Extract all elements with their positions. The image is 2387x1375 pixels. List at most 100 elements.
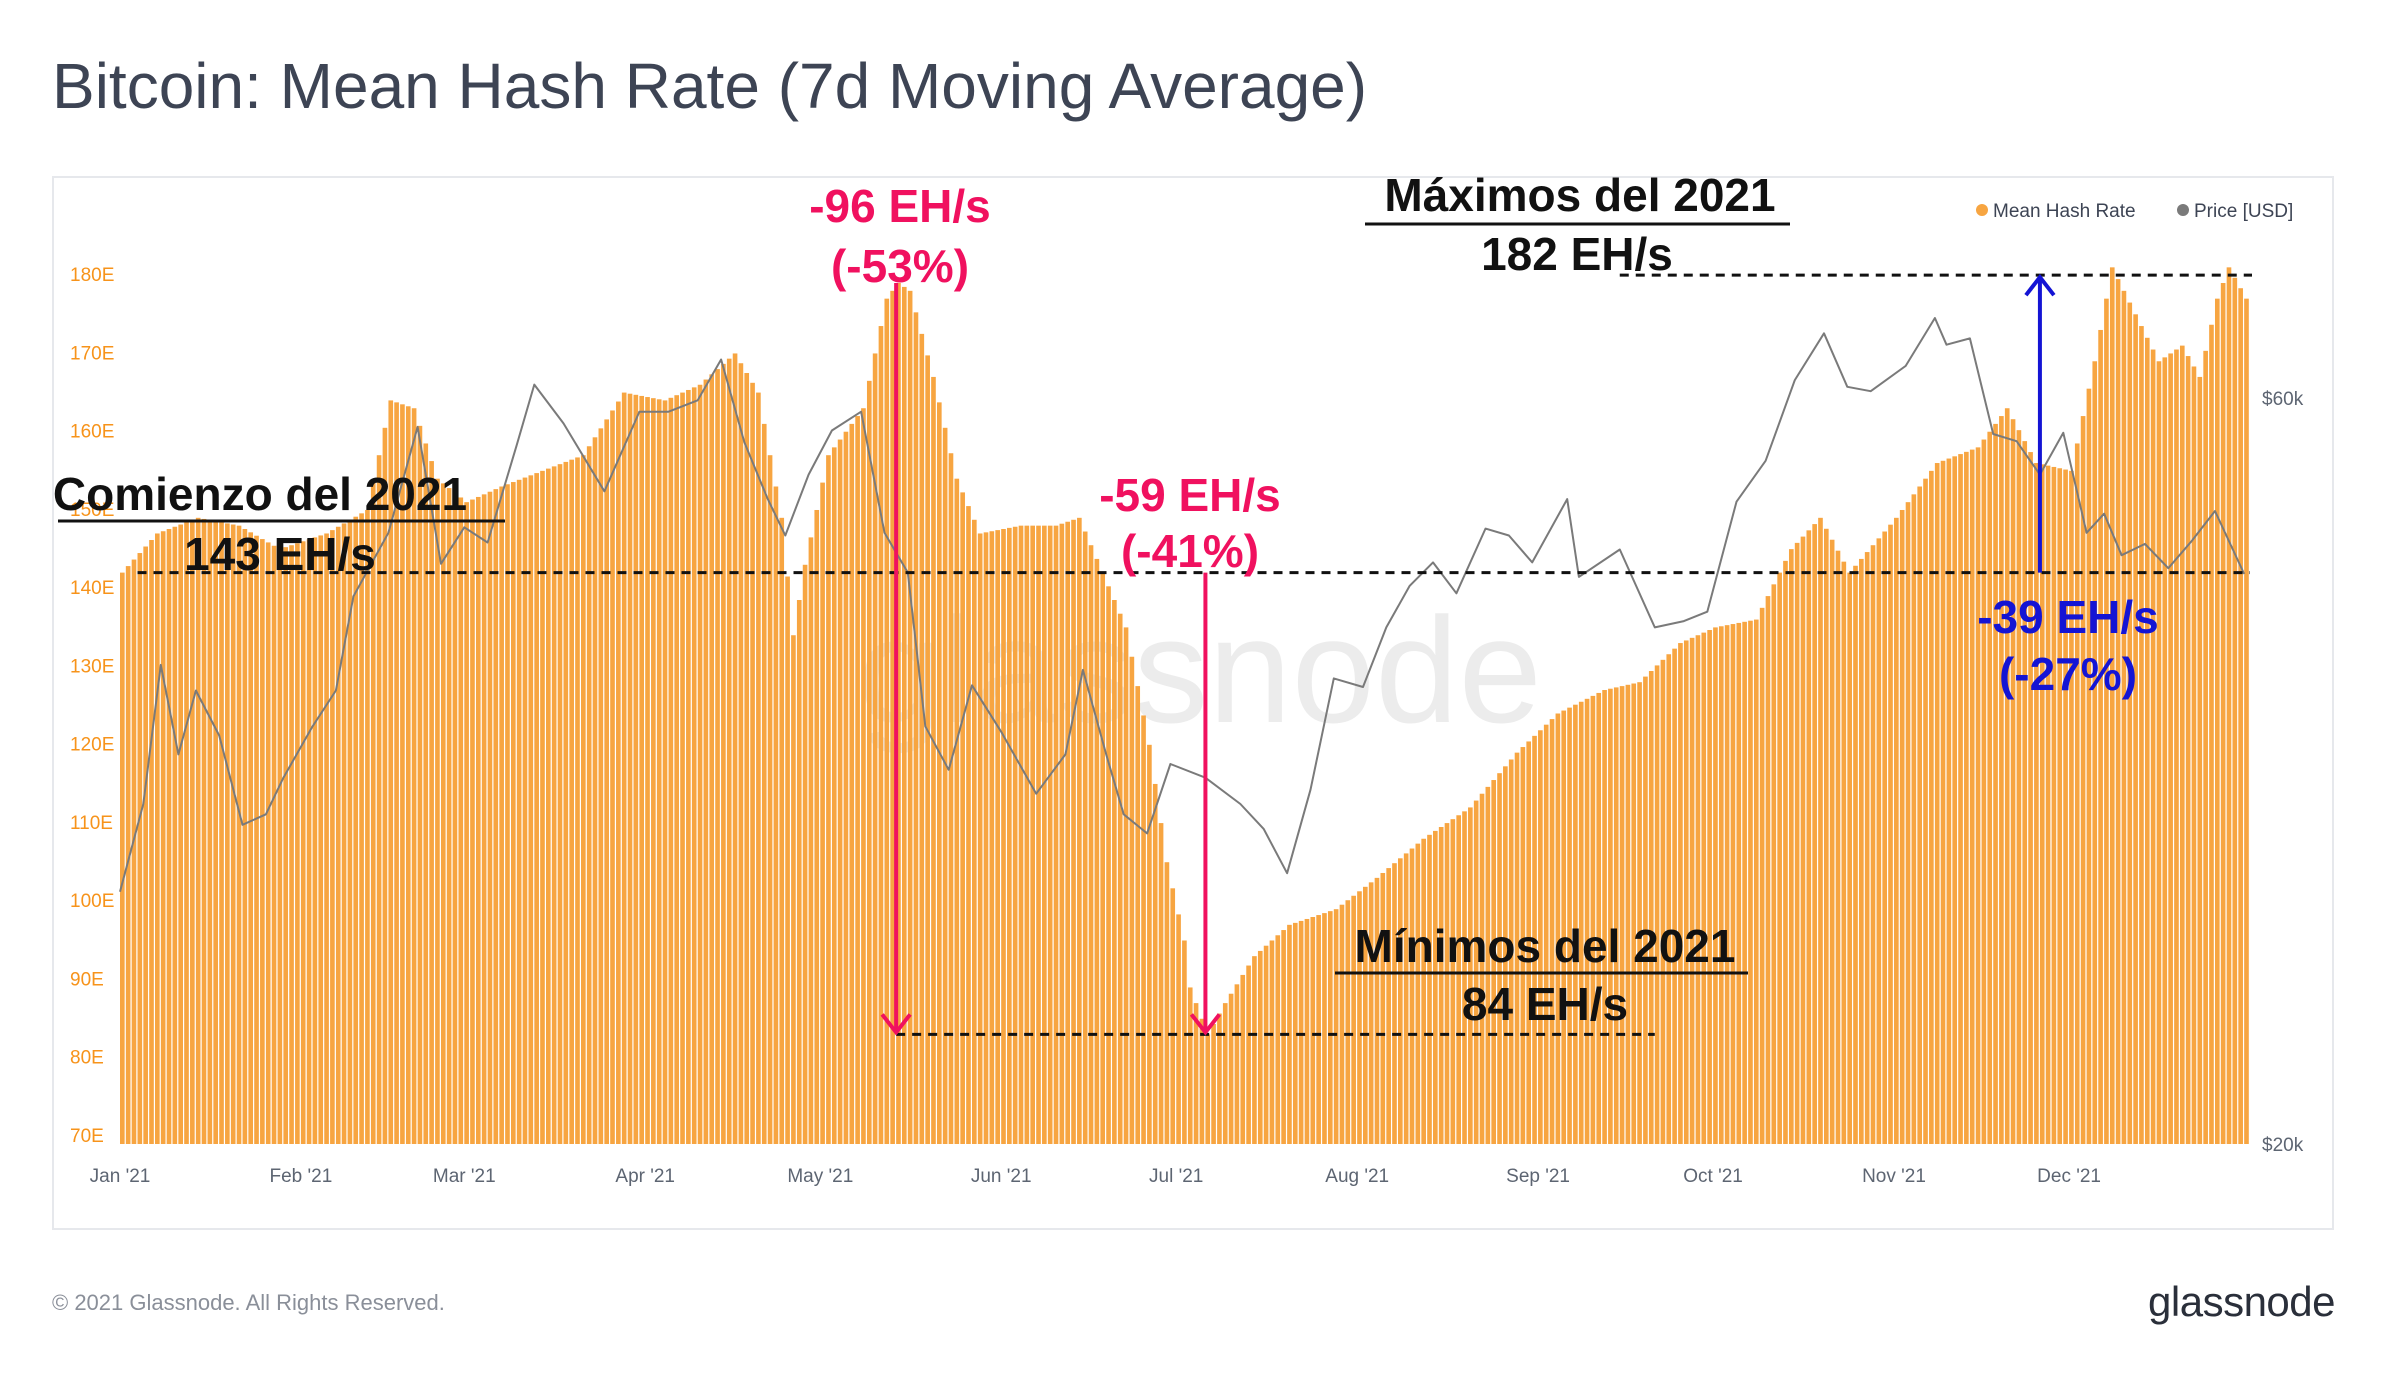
y-tick-label: 100E — [70, 891, 114, 912]
legend-swatch-hash-rate — [1976, 204, 1988, 216]
min-annotation-title: Mínimos del 2021 — [1355, 920, 1736, 972]
hash-rate-bar — [265, 542, 271, 1144]
hash-rate-bar — [417, 425, 423, 1145]
hash-rate-bar — [1065, 521, 1071, 1144]
hash-rate-bar — [306, 539, 312, 1144]
hash-rate-bar — [1514, 752, 1520, 1144]
hash-rate-bar — [1479, 793, 1485, 1144]
hash-rate-bar — [651, 398, 656, 1144]
hash-rate-bar — [954, 478, 960, 1144]
drop1-annotation-percent: (-53%) — [831, 240, 969, 292]
hash-rate-bar — [2168, 353, 2173, 1144]
y-tick-label: 110E — [70, 813, 113, 834]
price-line-group — [119, 317, 2246, 892]
hash-rate-bar — [2139, 326, 2144, 1144]
y-tick-label: 90E — [70, 970, 104, 991]
hash-rate-bar — [1351, 895, 1356, 1144]
hash-rate-bar — [1263, 945, 1269, 1144]
hash-rate-bar — [697, 384, 703, 1144]
hash-rate-bar — [1981, 439, 1987, 1144]
hash-rate-bar — [505, 484, 510, 1144]
hash-rate-bar — [1701, 632, 1707, 1144]
hash-rate-bar — [598, 428, 604, 1144]
hash-rate-bar — [972, 519, 977, 1144]
hash-rate-bar — [213, 521, 219, 1144]
hash-rate-bar — [1689, 637, 1695, 1144]
hash-rate-bar — [610, 410, 615, 1145]
hash-rate-bar — [1648, 671, 1654, 1144]
hash-rate-bar — [1683, 640, 1689, 1144]
hash-rate-bar — [1567, 707, 1572, 1144]
legend-label: Mean Hash Rate — [1993, 201, 2136, 222]
hash-rate-bar — [248, 532, 254, 1144]
hash-rate-bar — [335, 526, 341, 1144]
hash-rate-bar — [1672, 648, 1677, 1144]
hash-rate-bar — [131, 559, 137, 1144]
hash-rate-bar — [715, 369, 720, 1145]
hash-rate-bar — [318, 535, 324, 1144]
hash-rate-bar — [1147, 744, 1152, 1144]
hash-rate-bar — [2039, 464, 2045, 1145]
hash-rate-bar — [149, 540, 154, 1144]
hash-rate-bar — [1112, 600, 1117, 1144]
hash-rate-bar — [481, 494, 487, 1145]
hash-rate-bar — [493, 489, 499, 1144]
y-tick-label: 120E — [70, 735, 114, 756]
hash-rate-bar — [1736, 622, 1742, 1144]
hash-rate-bar — [633, 394, 639, 1144]
hash-rate-bar — [1123, 627, 1129, 1144]
hash-rate-bar — [2063, 469, 2068, 1144]
hash-rate-bar — [1100, 572, 1106, 1144]
hash-rate-bar — [178, 524, 183, 1144]
hash-rate-bar — [896, 283, 901, 1144]
hash-rate-bar — [1549, 719, 1555, 1144]
hash-rate-bar — [2104, 298, 2109, 1144]
hash-rate-bar — [1246, 965, 1251, 1144]
hash-rate-bar — [866, 380, 872, 1145]
hash-rate-bar — [1281, 930, 1286, 1144]
hash-rate-bar — [1940, 460, 1946, 1144]
hash-rate-bar — [1882, 531, 1887, 1144]
hash-rate-bar — [446, 488, 452, 1144]
hash-rate-bar — [1170, 888, 1176, 1144]
max-annotation-value: 182 EH/s — [1481, 228, 1673, 280]
hash-rate-bar — [1036, 525, 1041, 1144]
hash-rate-bar — [1292, 922, 1298, 1144]
hash-rate-bar — [1018, 525, 1024, 1144]
hash-rate-bar — [680, 392, 685, 1145]
hash-rate-bar — [195, 517, 201, 1144]
hash-rate-bar — [1141, 715, 1146, 1144]
hash-rate-bar — [1777, 572, 1782, 1144]
hash-rate-bar — [1176, 914, 1181, 1144]
x-tick-label: Jul '21 — [1149, 1166, 1203, 1187]
hash-rate-bar — [948, 453, 954, 1144]
hash-rate-bar — [230, 524, 236, 1144]
hash-rate-bar — [201, 518, 207, 1144]
hash-rate-bar — [2109, 267, 2115, 1145]
hash-rate-bar — [1030, 525, 1035, 1144]
hash-rate-bar — [966, 506, 971, 1145]
hash-rate-bar — [283, 547, 289, 1144]
hash-rate-bar — [709, 374, 715, 1144]
y-axis-right: $20k $60k — [2262, 389, 2304, 1156]
price-line — [119, 317, 2246, 892]
hash-rate-bar — [1596, 692, 1602, 1144]
hash-rate-bar — [277, 549, 283, 1144]
hash-rate-bar — [1578, 701, 1584, 1144]
hash-rate-bar — [190, 520, 195, 1144]
hash-rate-bar — [1345, 900, 1351, 1144]
hash-rate-bar — [779, 517, 785, 1144]
hash-rate-bar — [1427, 834, 1432, 1144]
hash-rate-bar — [1007, 527, 1012, 1144]
y-axis-left: 70E 80E 90E 100E 110E 120E 130E 140E 150E 160E 170… — [70, 265, 114, 1147]
hash-rate-bar — [2074, 443, 2080, 1145]
hash-rate-bar — [1923, 478, 1928, 1144]
hash-rate-bar — [1806, 530, 1812, 1144]
hash-rate-bar — [172, 526, 178, 1144]
hash-rate-bar — [184, 522, 189, 1144]
hash-rate-bar — [674, 395, 680, 1144]
chart-frame — [52, 176, 2334, 1230]
hash-rate-bar — [271, 545, 277, 1144]
hash-rate-bar — [919, 333, 925, 1144]
hash-rate-bar — [1561, 710, 1567, 1144]
